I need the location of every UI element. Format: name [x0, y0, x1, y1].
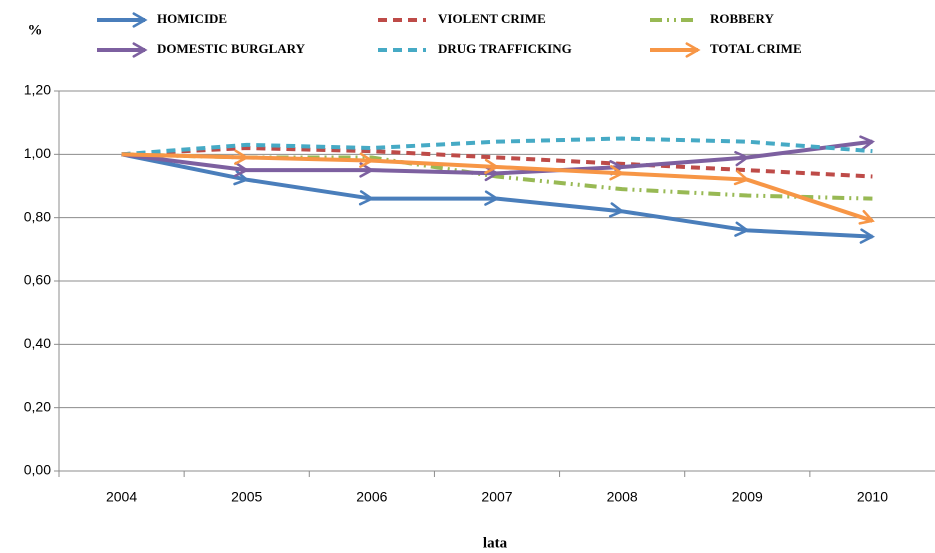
legend-label: DRUG TRAFFICKING: [438, 41, 572, 56]
y-axis-label: %: [28, 22, 43, 38]
y-tick-label: 1,00: [24, 145, 51, 161]
x-tick-label: 2009: [732, 489, 763, 505]
legend-label: DOMESTIC BURGLARY: [157, 41, 306, 56]
x-tick-label: 2010: [857, 489, 888, 505]
legend-label: TOTAL CRIME: [710, 41, 802, 56]
legend-label: HOMICIDE: [157, 11, 227, 26]
y-tick-label: 0,20: [24, 398, 51, 414]
y-tick-label: 0,40: [24, 335, 51, 351]
legend-label: VIOLENT CRIME: [438, 11, 546, 26]
x-tick-label: 2008: [607, 489, 638, 505]
y-tick-label: 0,00: [24, 462, 51, 478]
y-tick-label: 1,20: [24, 82, 51, 98]
x-tick-label: 2006: [356, 489, 387, 505]
y-tick-label: 0,60: [24, 272, 51, 288]
x-tick-label: 2004: [106, 489, 137, 505]
legend-label: ROBBERY: [710, 11, 774, 26]
x-axis-label: lata: [483, 535, 508, 551]
x-tick-label: 2007: [481, 489, 512, 505]
series-line: [121, 136, 873, 157]
y-tick-label: 0,80: [24, 208, 51, 224]
x-tick-label: 2005: [231, 489, 262, 505]
series-line: [121, 149, 875, 225]
